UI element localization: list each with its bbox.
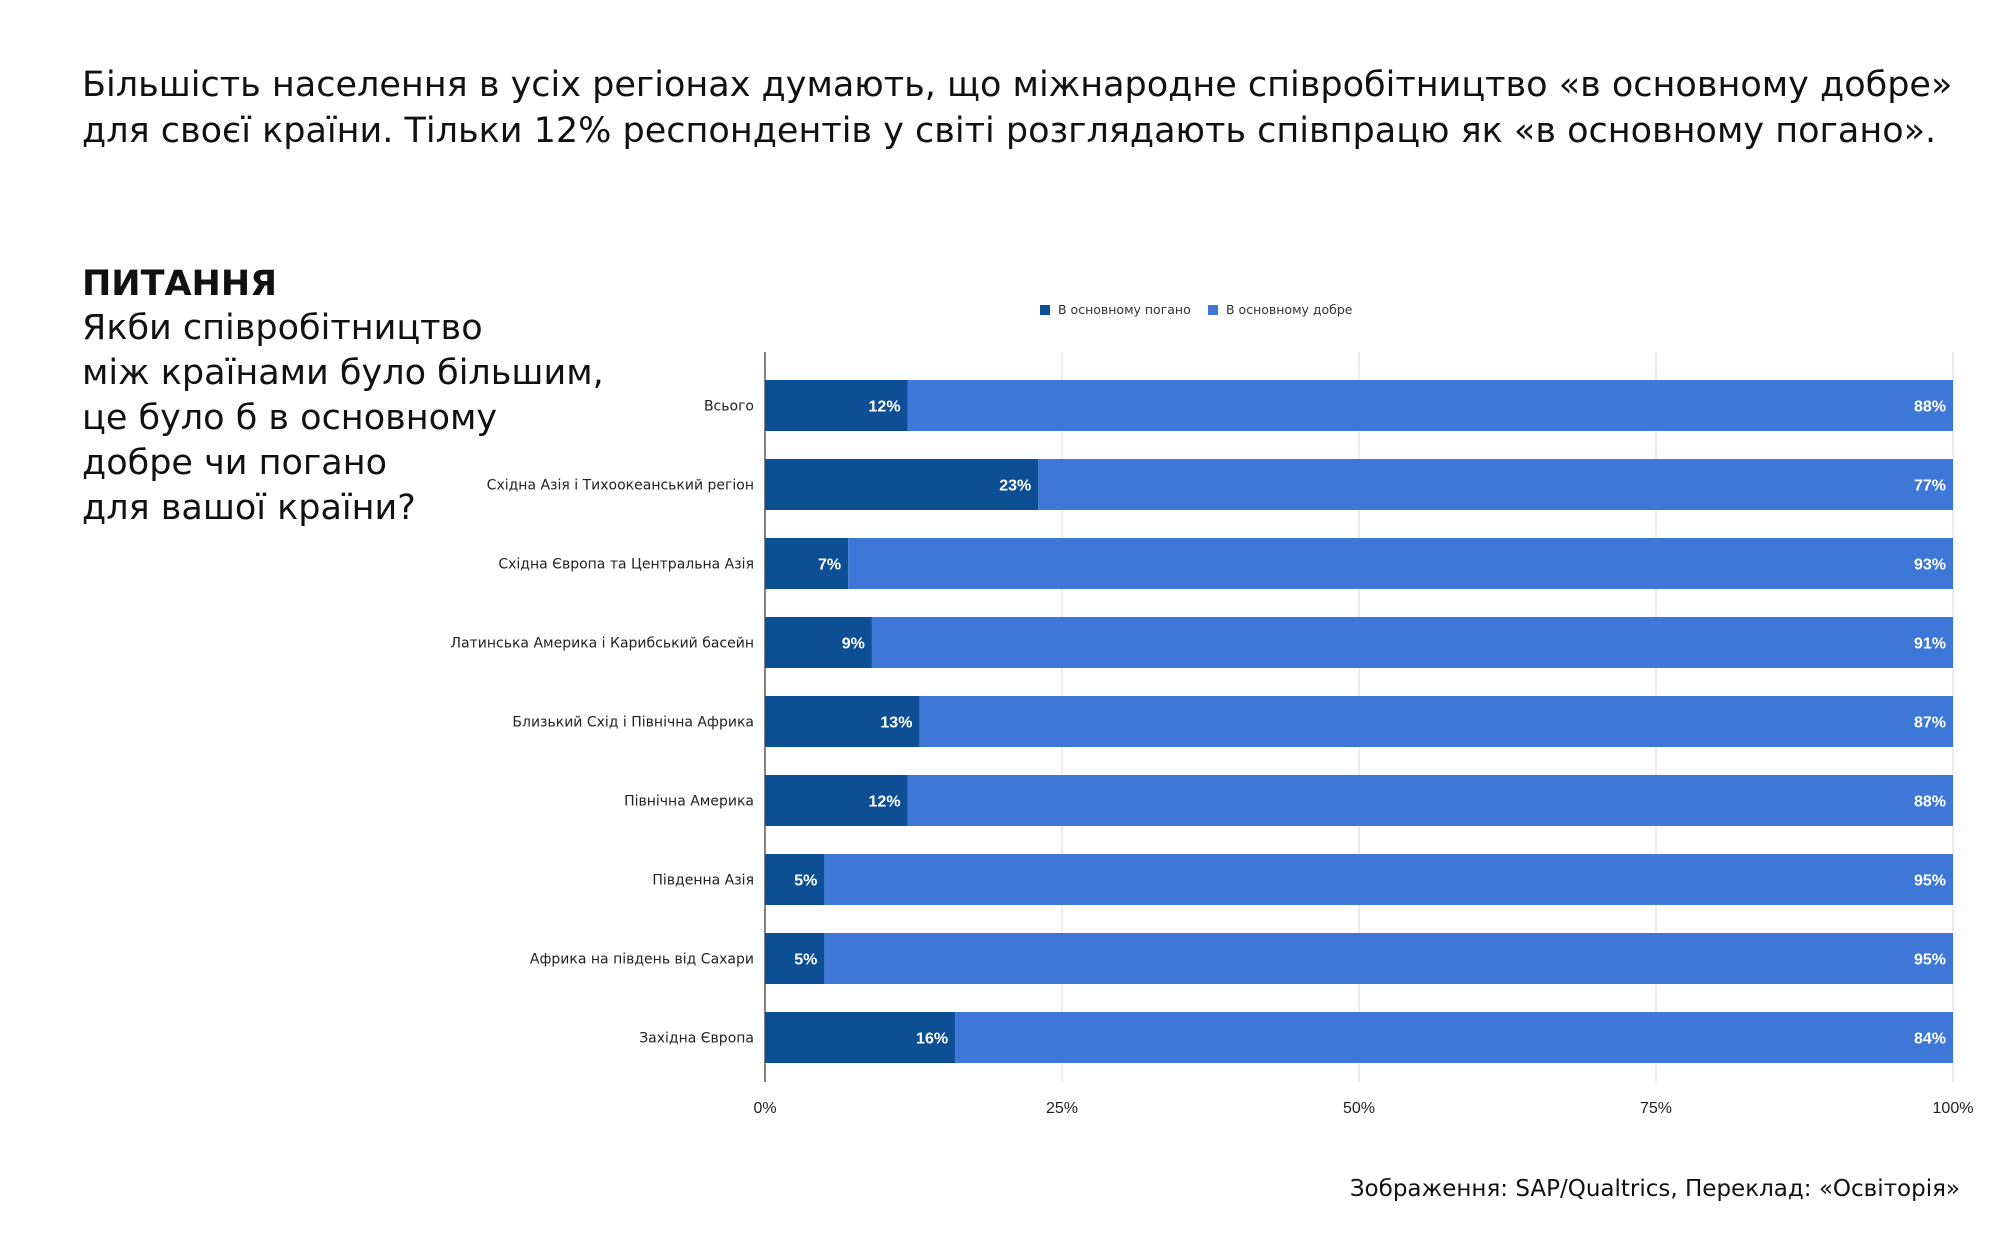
category-label: Західна Європа bbox=[639, 1031, 754, 1047]
bar-segment-good bbox=[907, 775, 1953, 826]
image-credit: Зображення: SAP/Qualtrics, Переклад: «Ос… bbox=[1349, 1176, 1960, 1202]
question-line-3: це було б в основному bbox=[82, 398, 498, 438]
data-label: 23% bbox=[999, 478, 1031, 495]
data-label: 5% bbox=[794, 873, 817, 890]
data-label: 13% bbox=[880, 715, 912, 732]
bar-segment-good bbox=[824, 933, 1953, 984]
data-label: 7% bbox=[818, 557, 841, 574]
bar-segment-bad bbox=[765, 617, 872, 668]
x-tick-label: 0% bbox=[753, 1100, 776, 1117]
bar-segment-good bbox=[824, 854, 1953, 905]
question-title: ПИТАННЯ bbox=[82, 264, 278, 304]
bar-segment-bad bbox=[765, 1012, 956, 1063]
question-text: Якби співробітництво між країнами було б… bbox=[82, 306, 642, 531]
data-label: 91% bbox=[1914, 636, 1946, 653]
data-label: 95% bbox=[1914, 952, 1946, 969]
bar-segment-bad bbox=[765, 696, 920, 747]
bar-segment-bad bbox=[765, 459, 1039, 510]
bar-segment-good bbox=[955, 1012, 1953, 1063]
category-label: Всього bbox=[704, 399, 754, 415]
data-label: 12% bbox=[869, 794, 901, 811]
data-label: 93% bbox=[1914, 557, 1946, 574]
category-label: Африка на південь від Сахари bbox=[530, 952, 754, 968]
data-label: 95% bbox=[1914, 873, 1946, 890]
legend-swatch bbox=[1040, 305, 1050, 315]
bar-segment-good bbox=[1038, 459, 1953, 510]
data-label: 87% bbox=[1914, 715, 1946, 732]
legend-swatch bbox=[1208, 305, 1218, 315]
bar-segment-bad bbox=[765, 538, 849, 589]
bar-segment-good bbox=[907, 380, 1953, 431]
bar-segment-good bbox=[848, 538, 1954, 589]
legend-label: В основному добре bbox=[1226, 302, 1353, 317]
data-label: 88% bbox=[1914, 794, 1946, 811]
data-label: 77% bbox=[1914, 478, 1946, 495]
bar-layer bbox=[765, 380, 1954, 1063]
bar-segment-good bbox=[871, 617, 1954, 668]
headline-line-1: Більшість населення в усіх регіонах дума… bbox=[82, 65, 1953, 105]
question-line-5: для вашої країни? bbox=[82, 488, 416, 528]
legend-layer: В основному погано В основному добре bbox=[1040, 302, 1353, 317]
x-tick-label: 25% bbox=[1046, 1100, 1078, 1117]
question-line-1: Якби співробітництво bbox=[82, 308, 483, 348]
headline: Більшість населення в усіх регіонах дума… bbox=[82, 62, 1962, 154]
question-line-4: добре чи погано bbox=[82, 443, 388, 483]
bar-segment-bad bbox=[765, 380, 908, 431]
category-label: Східна Європа та Центральна Азія bbox=[498, 557, 754, 573]
category-label: Південна Азія bbox=[652, 873, 754, 889]
x-tick-label: 75% bbox=[1640, 1100, 1672, 1117]
data-label: 88% bbox=[1914, 399, 1946, 416]
data-label: 5% bbox=[794, 952, 817, 969]
label-layer: 0% 25% 50% 75% 100% Всього 12% 88% Східна Азія і… bbox=[451, 399, 1974, 1118]
category-label: Північна Америка bbox=[624, 794, 754, 810]
data-label: 84% bbox=[1914, 1031, 1946, 1048]
x-tick-label: 50% bbox=[1343, 1100, 1375, 1117]
bar-segment-bad bbox=[765, 775, 908, 826]
category-label: Близький Схід і Північна Африка bbox=[512, 715, 754, 731]
data-label: 16% bbox=[916, 1031, 948, 1048]
legend-label: В основному погано bbox=[1058, 302, 1191, 317]
category-label: Латинська Америка і Карибський басейн bbox=[451, 636, 754, 652]
bar-segment-bad bbox=[765, 854, 825, 905]
x-tick-label: 100% bbox=[1933, 1100, 1974, 1117]
bar-segment-bad bbox=[765, 933, 825, 984]
headline-line-2: для своєї країни. Тільки 12% респонденті… bbox=[82, 111, 1937, 151]
bar-segment-good bbox=[919, 696, 1954, 747]
data-label: 9% bbox=[842, 636, 865, 653]
question-line-2: між країнами було більшим, bbox=[82, 353, 604, 393]
category-label: Східна Азія і Тихоокеанський регіон bbox=[487, 478, 754, 494]
data-label: 12% bbox=[869, 399, 901, 416]
